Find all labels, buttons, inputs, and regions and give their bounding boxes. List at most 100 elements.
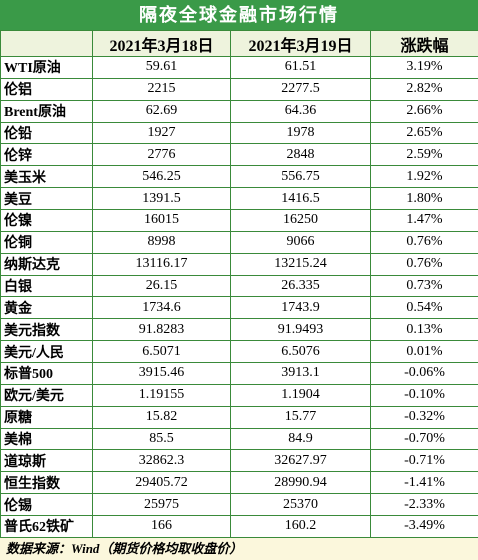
- row-name: WTI原油: [0, 56, 93, 79]
- cell: -0.10%: [370, 383, 478, 407]
- market-table: 2021年3月18日 2021年3月19日 涨跌幅 WTI原油 59.61 61.51 3…: [0, 30, 478, 538]
- cell: -0.71%: [370, 449, 478, 473]
- row-name: 伦铅: [0, 121, 93, 145]
- table-row: 伦镍 16015 16250 1.47%: [0, 209, 478, 232]
- cell: 2848: [230, 143, 371, 167]
- cell: 1.92%: [370, 165, 478, 189]
- cell: 13116.17: [92, 252, 231, 276]
- cell: -2.33%: [370, 493, 478, 517]
- row-name: Brent原油: [0, 99, 93, 123]
- table-row: 美元指数 91.8283 91.9493 0.13%: [0, 318, 478, 342]
- cell: 1978: [230, 121, 371, 145]
- cell: 84.9: [230, 427, 371, 451]
- cell: 13215.24: [230, 252, 371, 276]
- cell: 2.66%: [370, 99, 478, 123]
- cell: 15.82: [92, 405, 231, 429]
- row-name: 美玉米: [0, 165, 93, 189]
- table-row: 白银 26.15 26.335 0.73%: [0, 274, 478, 298]
- cell: 160.2: [230, 515, 371, 538]
- table-row: 美元/人民 6.5071 6.5076 0.01%: [0, 340, 478, 364]
- header-cell: 涨跌幅: [370, 30, 478, 57]
- cell: 3915.46: [92, 362, 231, 385]
- row-name: 道琼斯: [0, 449, 93, 473]
- cell: 1.47%: [370, 209, 478, 232]
- cell: 0.54%: [370, 296, 478, 320]
- row-name: 美元指数: [0, 318, 93, 342]
- cell: 29405.72: [92, 471, 231, 495]
- cell: 6.5071: [92, 340, 231, 364]
- cell: 6.5076: [230, 340, 371, 364]
- row-name: 恒生指数: [0, 471, 93, 495]
- table-row: 普氏62铁矿 166 160.2 -3.49%: [0, 515, 478, 538]
- row-name: 标普500: [0, 362, 93, 385]
- table-row: 伦锌 2776 2848 2.59%: [0, 143, 478, 167]
- cell: 3.19%: [370, 56, 478, 79]
- table-row: 伦铜 8998 9066 0.76%: [0, 230, 478, 254]
- cell: 62.69: [92, 99, 231, 123]
- header-row: 2021年3月18日 2021年3月19日 涨跌幅: [0, 30, 478, 57]
- table-row: 欧元/美元 1.19155 1.1904 -0.10%: [0, 383, 478, 407]
- cell: 556.75: [230, 165, 371, 189]
- source-note: 数据来源：Wind（期货价格均取收盘价）: [0, 538, 478, 560]
- cell: 1743.9: [230, 296, 371, 320]
- cell: -1.41%: [370, 471, 478, 495]
- header-cell: 2021年3月19日: [230, 30, 371, 57]
- cell: 28990.94: [230, 471, 371, 495]
- table-body: WTI原油 59.61 61.51 3.19% 伦铝 2215 2277.5 2.82% Bre…: [0, 56, 478, 538]
- cell: 2215: [92, 77, 231, 101]
- header-cell: [0, 30, 93, 57]
- cell: 1416.5: [230, 187, 371, 211]
- cell: 0.76%: [370, 230, 478, 254]
- cell: 0.73%: [370, 274, 478, 298]
- title: 隔夜全球金融市场行情: [0, 0, 478, 30]
- cell: -3.49%: [370, 515, 478, 538]
- cell: 64.36: [230, 99, 371, 123]
- cell: 166: [92, 515, 231, 538]
- row-name: 伦锌: [0, 143, 93, 167]
- cell: 16015: [92, 209, 231, 232]
- cell: 32627.97: [230, 449, 371, 473]
- cell: 16250: [230, 209, 371, 232]
- row-name: 普氏62铁矿: [0, 515, 93, 538]
- cell: 91.8283: [92, 318, 231, 342]
- cell: 2776: [92, 143, 231, 167]
- table-row: 美棉 85.5 84.9 -0.70%: [0, 427, 478, 451]
- cell: 59.61: [92, 56, 231, 79]
- cell: -0.70%: [370, 427, 478, 451]
- cell: 1.1904: [230, 383, 371, 407]
- cell: 9066: [230, 230, 371, 254]
- table-row: 恒生指数 29405.72 28990.94 -1.41%: [0, 471, 478, 495]
- cell: 0.13%: [370, 318, 478, 342]
- table-row: Brent原油 62.69 64.36 2.66%: [0, 99, 478, 123]
- cell: 25370: [230, 493, 371, 517]
- row-name: 伦铝: [0, 77, 93, 101]
- table-row: 美玉米 546.25 556.75 1.92%: [0, 165, 478, 189]
- row-name: 美棉: [0, 427, 93, 451]
- cell: 8998: [92, 230, 231, 254]
- row-name: 伦锡: [0, 493, 93, 517]
- cell: 2.65%: [370, 121, 478, 145]
- row-name: 原糖: [0, 405, 93, 429]
- row-name: 纳斯达克: [0, 252, 93, 276]
- cell: 0.01%: [370, 340, 478, 364]
- table-row: 纳斯达克 13116.17 13215.24 0.76%: [0, 252, 478, 276]
- row-name: 伦铜: [0, 230, 93, 254]
- table-row: 标普500 3915.46 3913.1 -0.06%: [0, 362, 478, 385]
- header-cell: 2021年3月18日: [92, 30, 231, 57]
- table-row: 伦铝 2215 2277.5 2.82%: [0, 77, 478, 101]
- cell: 1734.6: [92, 296, 231, 320]
- cell: 3913.1: [230, 362, 371, 385]
- cell: 1.19155: [92, 383, 231, 407]
- table-row: 黄金 1734.6 1743.9 0.54%: [0, 296, 478, 320]
- row-name: 欧元/美元: [0, 383, 93, 407]
- table-row: WTI原油 59.61 61.51 3.19%: [0, 56, 478, 79]
- cell: 61.51: [230, 56, 371, 79]
- cell: 91.9493: [230, 318, 371, 342]
- table-row: 道琼斯 32862.3 32627.97 -0.71%: [0, 449, 478, 473]
- cell: -0.06%: [370, 362, 478, 385]
- cell: 26.15: [92, 274, 231, 298]
- row-name: 美元/人民: [0, 340, 93, 364]
- cell: 2.82%: [370, 77, 478, 101]
- row-name: 伦镍: [0, 209, 93, 232]
